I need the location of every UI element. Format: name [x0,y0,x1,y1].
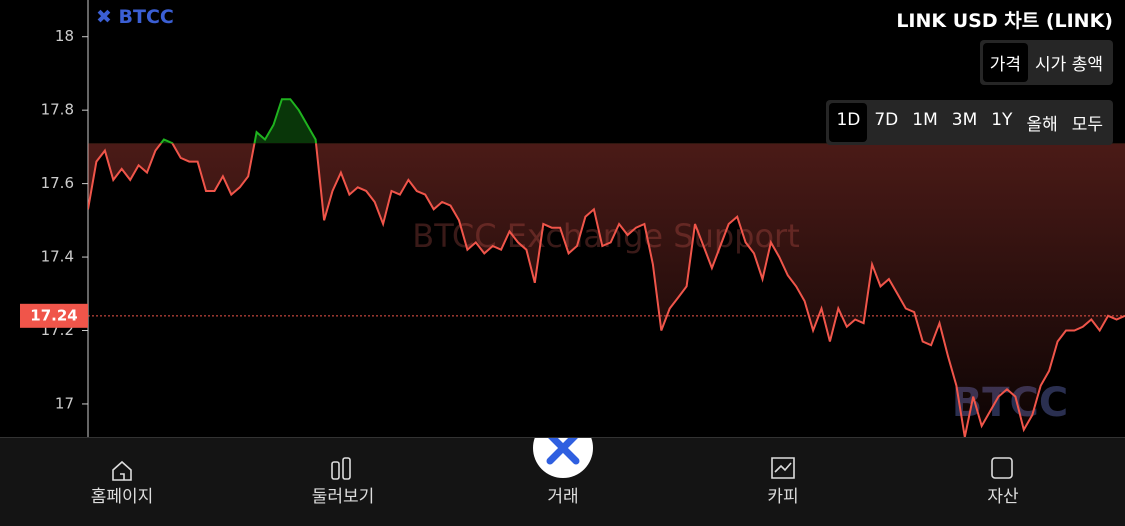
logo-text: BTCC [118,6,174,28]
y-tick-label: 17.4 [41,248,74,266]
tab[interactable]: 시가 총액 [1035,55,1103,75]
range-button[interactable]: 1D [829,103,868,142]
y-tick-label: 17.8 [41,101,74,119]
price-tag [20,303,88,328]
area [88,143,1125,437]
chart: BTCC Exchange SupportBTCC1717.217.417.61… [20,0,1125,437]
nav-label[interactable]: 둘러보기 [311,487,375,507]
nav-label[interactable]: 홈페이지 [90,487,154,507]
logo: ✖ BTCC [96,6,174,28]
tab[interactable]: 가격 [982,43,1029,82]
range-group: 1D 7D 1M 3M 1Y 올해 모두 [826,100,1113,145]
browse-icon[interactable] [342,457,351,480]
assets-icon[interactable] [991,457,1013,479]
line [159,98,317,144]
tab-group: 가격 시가 총액 [979,40,1113,85]
y-tick-label: 17.6 [41,174,74,192]
nav-label[interactable]: 거래 [547,487,579,507]
area [88,99,1125,144]
trade-button[interactable] [533,438,593,478]
copy-icon[interactable] [771,457,795,479]
chart-title: LINK USD 차트 (LINK) [896,10,1113,32]
y-tick-label: 17 [55,394,74,412]
line [88,143,1125,437]
bottom-nav: 홈페이지 둘러보기 거래 카피 자산 [0,437,1125,526]
nav-icons [112,438,1013,481]
nav-label[interactable]: 카피 [767,487,799,507]
home-icon[interactable] [112,460,132,481]
trade-icon [546,438,580,465]
range-button[interactable]: 1Y [991,110,1013,130]
y-tick-label: 18 [55,27,74,45]
range-button[interactable]: 3M [951,110,978,130]
browse-icon[interactable] [331,461,340,480]
range-button[interactable]: 올해 [1026,115,1058,135]
price-label: 17.24 [30,306,77,324]
range-button[interactable]: 모두 [1071,115,1103,135]
nav-label[interactable]: 자산 [987,487,1019,507]
range-button[interactable]: 7D [874,110,899,130]
range-button[interactable]: 1M [912,110,938,130]
